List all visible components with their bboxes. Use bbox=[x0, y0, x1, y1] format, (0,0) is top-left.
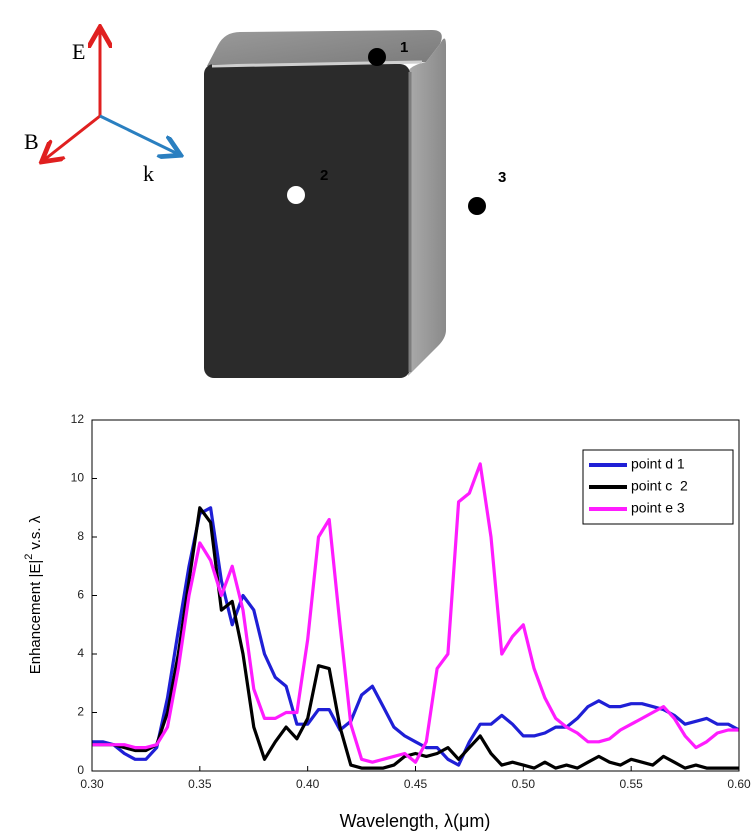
y-tick-label: 0 bbox=[77, 763, 84, 777]
point-label: 3 bbox=[498, 169, 506, 186]
field-label: B bbox=[24, 129, 39, 154]
y-label-sup: 2 bbox=[23, 554, 35, 560]
plot-frame bbox=[91, 419, 740, 772]
field-label: E bbox=[72, 39, 85, 64]
series-line bbox=[92, 506, 739, 770]
x-tick-label: 0.35 bbox=[188, 777, 212, 791]
legend-label: point e 3 bbox=[631, 500, 685, 516]
axes-glyph bbox=[44, 30, 178, 160]
y-label-text: Enhancement |E| bbox=[27, 560, 44, 675]
legend-label: point c 2 bbox=[631, 478, 688, 494]
y-axis-label: Enhancement |E|2 v.s. λ bbox=[23, 515, 44, 674]
x-tick-label: 0.55 bbox=[619, 777, 643, 791]
y-tick-label: 4 bbox=[77, 646, 84, 660]
x-tick-label: 0.45 bbox=[404, 777, 428, 791]
cube bbox=[204, 30, 486, 378]
y-tick-label: 10 bbox=[71, 471, 85, 485]
x-tick-label: 0.30 bbox=[80, 777, 104, 791]
field-label: k bbox=[143, 161, 154, 186]
x-axis-label: Wavelength, λ(μm) bbox=[340, 811, 491, 831]
point-label: 1 bbox=[400, 39, 408, 56]
y-tick-label: 12 bbox=[71, 412, 85, 426]
x-tick-label: 0.50 bbox=[512, 777, 536, 791]
legend-label: point d 1 bbox=[631, 456, 685, 472]
series-line bbox=[92, 462, 739, 764]
series-line bbox=[92, 506, 739, 767]
x-tick-label: 0.60 bbox=[727, 777, 751, 791]
x-tick-label: 0.40 bbox=[296, 777, 320, 791]
y-tick-label: 8 bbox=[77, 529, 84, 543]
point-label: 2 bbox=[320, 167, 328, 184]
y-tick-label: 6 bbox=[77, 588, 84, 602]
y-tick-label: 2 bbox=[77, 705, 84, 719]
y-label-suffix: v.s. λ bbox=[27, 515, 44, 549]
